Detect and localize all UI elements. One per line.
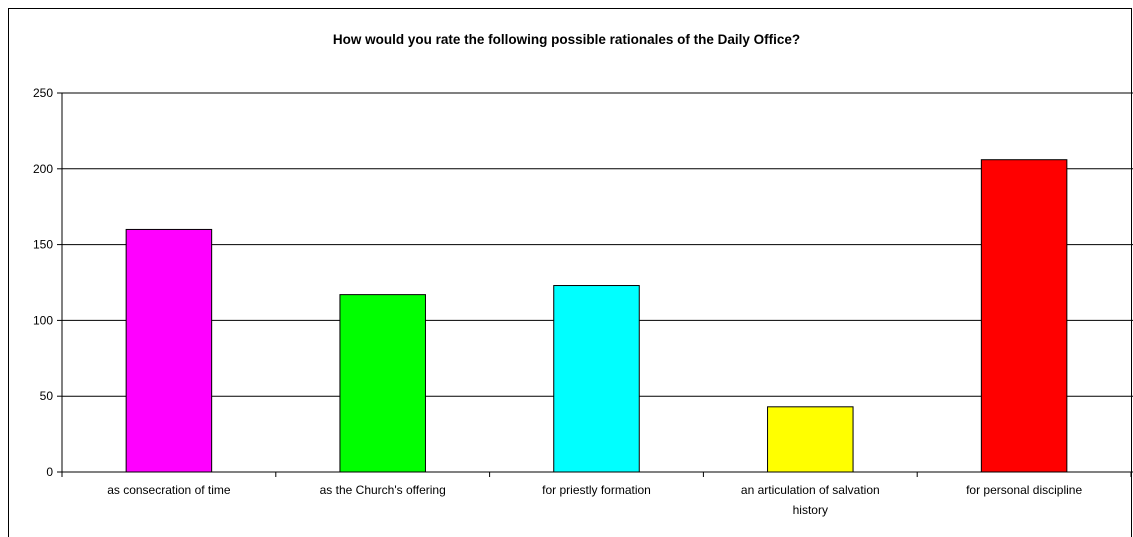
x-tick-label: as consecration of time (107, 483, 231, 497)
y-tick-label: 250 (33, 86, 53, 100)
x-tick-label: for priestly formation (542, 483, 651, 497)
x-tick-label: as the Church's offering (320, 483, 446, 497)
bar (125, 228, 213, 473)
x-tick-label: an articulation of salvation (741, 483, 880, 497)
bar (339, 294, 426, 473)
bar (767, 406, 854, 473)
y-tick-label: 50 (40, 389, 54, 403)
y-tick-label: 100 (33, 313, 53, 327)
bar (980, 159, 1068, 473)
bar (553, 285, 640, 473)
x-tick-label: history (793, 503, 828, 517)
x-tick-label: for personal discipline (966, 483, 1082, 497)
chart-title: How would you rate the following possibl… (332, 32, 801, 47)
chart-frame (8, 8, 1132, 537)
y-tick-label: 0 (46, 465, 53, 479)
y-tick-label: 200 (33, 162, 53, 176)
y-tick-label: 150 (33, 238, 53, 252)
